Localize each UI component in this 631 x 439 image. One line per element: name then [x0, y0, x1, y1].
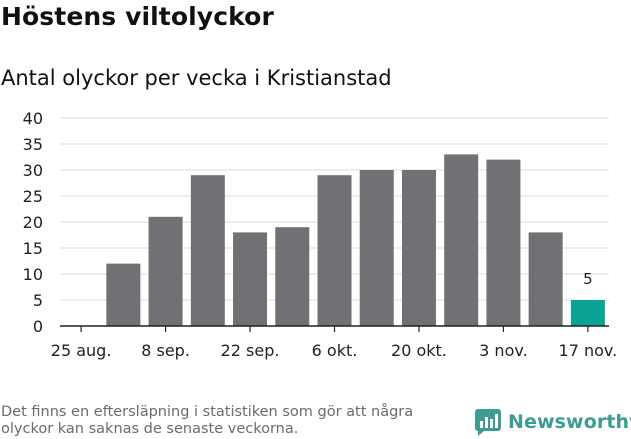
- bar: [401, 170, 436, 326]
- x-tick-label: 17 nov.: [559, 341, 618, 360]
- chart-title: Höstens viltolyckor: [1, 2, 274, 31]
- y-tick-label: 35: [23, 135, 43, 154]
- y-tick-label: 5: [33, 291, 43, 310]
- x-tick-label: 25 aug.: [51, 341, 112, 360]
- bar-chart: 0 5 10 15 20 25 30 35 40 5 25 aug. 8 sep. 22 sep. 6 o…: [23, 109, 618, 360]
- x-tick-label: 3 nov.: [479, 341, 528, 360]
- bar: [233, 232, 268, 326]
- y-tick-label: 40: [23, 109, 43, 128]
- bar: [317, 175, 352, 326]
- y-tick-label: 20: [23, 213, 43, 232]
- y-tick-label: 25: [23, 187, 43, 206]
- x-tick-label: 22 sep.: [221, 341, 280, 360]
- y-tick-label: 10: [23, 265, 43, 284]
- y-tick-label: 30: [23, 161, 43, 180]
- bar: [148, 216, 183, 326]
- x-tick-label: 6 okt.: [312, 341, 358, 360]
- brand-name: Newsworthy: [508, 411, 631, 433]
- bar-data-label: 5: [583, 270, 593, 288]
- bar: [528, 232, 563, 326]
- brand-logo[interactable]: Newsworthy: [475, 406, 631, 438]
- bar-chart-logo-icon: [475, 409, 501, 436]
- chart-subtitle: Antal olyckor per vecka i Kristianstad: [1, 66, 392, 90]
- x-tick-label: 20 okt.: [391, 341, 447, 360]
- bar: [190, 175, 225, 326]
- bar: [444, 154, 479, 326]
- bar: [106, 263, 141, 326]
- bar: [275, 227, 310, 326]
- footnote: Det finns en eftersläpning i statistiken…: [1, 404, 414, 437]
- x-tick-label: 8 sep.: [141, 341, 190, 360]
- y-tick-label: 0: [33, 317, 43, 336]
- bar: [486, 159, 521, 326]
- y-tick-label: 15: [23, 239, 43, 258]
- bar-highlighted: [570, 300, 605, 326]
- bar: [359, 170, 394, 326]
